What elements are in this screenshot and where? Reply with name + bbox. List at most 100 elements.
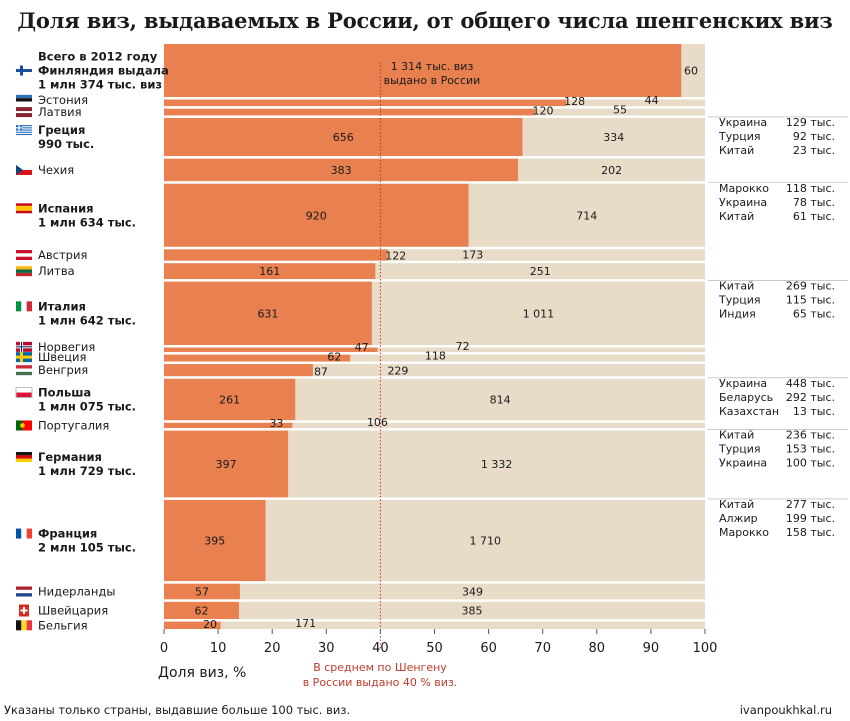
flag-part <box>16 346 32 348</box>
flag-part <box>16 272 32 277</box>
top-country-name: Украина <box>719 457 767 470</box>
country-sublabel: 1 млн 729 тыс. <box>38 464 136 478</box>
country-label: Греция <box>38 123 85 137</box>
source-link[interactable]: ivanpoukhkal.ru <box>739 703 832 717</box>
row-separator <box>164 599 705 602</box>
value-label-russia: 62 <box>195 604 209 617</box>
flag-part <box>16 128 32 130</box>
value-label-other: 171 <box>295 617 316 630</box>
country-label: Швейцария <box>38 603 108 617</box>
value-label-russia: 57 <box>195 586 209 599</box>
flag-part <box>26 620 32 631</box>
top-country-value: 448 тыс. <box>786 377 835 390</box>
flag-part <box>16 253 32 257</box>
top-country-name: Китай <box>719 498 754 511</box>
top-country-value: 269 тыс. <box>786 280 835 293</box>
flag-part <box>16 368 32 372</box>
flag-part <box>16 458 32 463</box>
value-label-russia: 161 <box>259 265 280 278</box>
value-label-other: 55 <box>613 103 627 116</box>
bar-russia <box>164 263 376 280</box>
value-label-other: 714 <box>576 209 597 222</box>
bar-other <box>239 583 706 600</box>
flag-part <box>16 355 32 359</box>
flag-part <box>26 301 32 312</box>
bar-other <box>371 281 705 346</box>
country-sublabel: Финляндия выдала <box>38 64 169 78</box>
bar-russia <box>164 354 351 362</box>
flag-part <box>16 130 32 132</box>
country-sublabel: 2 млн 105 тыс. <box>38 541 136 555</box>
flag-part <box>16 589 32 594</box>
country-label: Швеция <box>38 350 86 364</box>
country-label: Польша <box>38 386 91 400</box>
value-label-other: 44 <box>645 94 659 107</box>
bar-other <box>468 183 705 247</box>
flag-part <box>16 125 32 136</box>
bar-russia <box>164 117 523 157</box>
value-label-other: 202 <box>601 164 622 177</box>
flag-part <box>16 169 32 175</box>
x-tick-label: 30 <box>318 641 335 656</box>
bar-russia <box>164 499 266 582</box>
bar-russia <box>164 378 296 421</box>
flag-part <box>16 586 32 590</box>
bar-other <box>288 430 705 498</box>
flag-part <box>16 256 32 261</box>
top-country-name: Беларусь <box>719 391 773 404</box>
value-label-other: 118 <box>425 350 446 363</box>
row-separator <box>164 260 705 264</box>
value-label-russia: 395 <box>204 535 225 548</box>
country-label: Венгрия <box>38 363 88 377</box>
flag-part <box>21 620 27 631</box>
row-separator <box>164 420 705 423</box>
country-label: Германия <box>38 450 102 464</box>
value-label-other: 334 <box>603 131 624 144</box>
x-tick-label: 100 <box>693 641 718 656</box>
flag-part <box>16 593 32 597</box>
bar-other <box>566 99 705 107</box>
x-tick-label: 90 <box>643 641 660 656</box>
row-separator <box>164 246 705 250</box>
top-country-value: 115 тыс. <box>786 294 835 307</box>
flag-part <box>16 387 32 393</box>
bar-other <box>375 263 705 280</box>
bar-russia <box>164 281 372 346</box>
value-label-russia: 656 <box>333 131 354 144</box>
bar-russia <box>164 158 519 182</box>
country-label: Бельгия <box>38 618 88 632</box>
row-separator <box>164 106 705 109</box>
value-label-other: 229 <box>387 364 408 377</box>
x-tick-label: 70 <box>534 641 551 656</box>
flag-part <box>21 301 27 312</box>
value-label-russia: 397 <box>216 458 237 471</box>
flag-part <box>16 528 22 539</box>
value-label-russia: 20 <box>203 618 217 631</box>
footnote: Указаны только страны, выдавшие больше 1… <box>4 703 351 717</box>
flag-part <box>16 452 32 456</box>
top-country-name: Украина <box>719 116 767 129</box>
top-country-name: Марокко <box>719 526 769 539</box>
flag-part <box>16 69 32 73</box>
country-label: Всего в 2012 году <box>38 50 158 64</box>
flag-part <box>16 101 32 105</box>
row-separator <box>164 428 705 431</box>
top-country-value: 158 тыс. <box>786 526 835 539</box>
value-label-other: 385 <box>462 604 483 617</box>
value-label-other: 251 <box>530 265 551 278</box>
flag-part <box>15 387 33 399</box>
flag-part <box>20 609 28 612</box>
top-country-value: 129 тыс. <box>786 116 835 129</box>
x-tick-label: 80 <box>589 641 606 656</box>
bar-other <box>239 601 705 620</box>
flag-part <box>16 392 32 398</box>
bar-other <box>518 158 705 182</box>
top-country-value: 153 тыс. <box>786 443 835 456</box>
bar-other <box>534 108 705 116</box>
value-label-russia: 33 <box>269 417 283 430</box>
bar-russia <box>164 183 469 247</box>
flag-part <box>16 266 32 270</box>
value-label-other: 814 <box>490 394 511 407</box>
bar-other <box>265 499 705 582</box>
